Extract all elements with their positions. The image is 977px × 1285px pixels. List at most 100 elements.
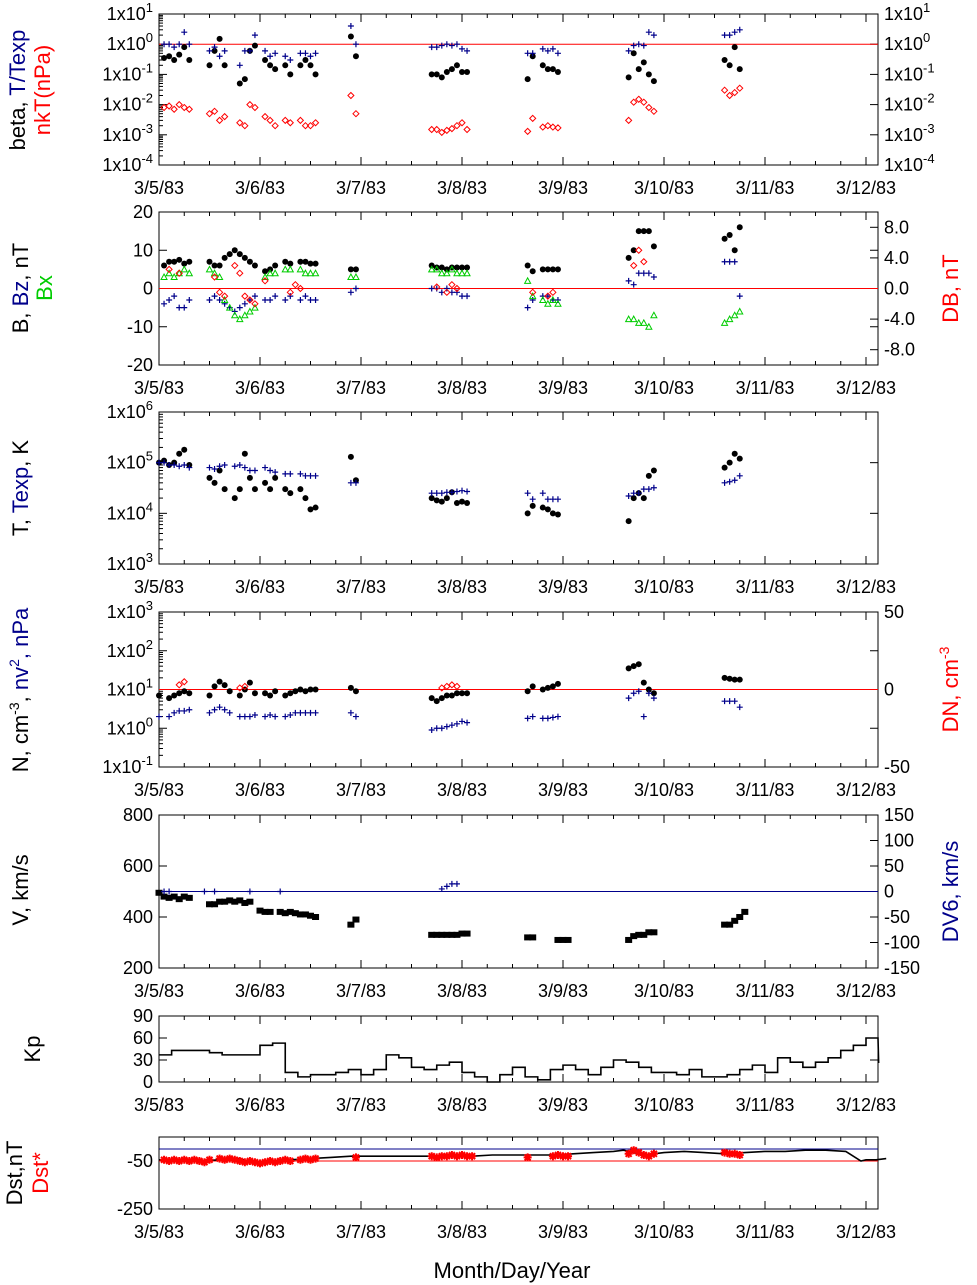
DB-point (231, 261, 239, 270)
T-point (433, 497, 440, 504)
T/Texp-point (241, 47, 248, 54)
x-tick-label: 3/9/83 (538, 1222, 588, 1242)
y-tick-label: -20 (127, 355, 153, 375)
x-tick-label: 3/6/83 (235, 1095, 285, 1115)
panel-velocity: 3/5/83 3/6/83 3/7/83 3/8/83 3/9/83 3/10/83 3/1… (123, 805, 920, 1001)
Dst*-point (351, 1153, 360, 1162)
T/Texp-point (524, 50, 531, 57)
T/Texp-point (549, 45, 556, 52)
T-point (544, 506, 551, 513)
Texp-point (645, 486, 652, 493)
y-tick-label: -10 (127, 317, 153, 337)
DN-point (448, 681, 456, 689)
Bz-point (640, 270, 647, 277)
y-tick-label: 30 (133, 1050, 153, 1070)
x-tick-label: 3/12/83 (836, 780, 896, 800)
Bz-point (625, 277, 632, 284)
Bz-point (216, 296, 223, 303)
Bx-point (165, 269, 173, 277)
T/Texp-point (246, 47, 253, 54)
Bx-point (634, 318, 643, 326)
Bx-point (160, 272, 168, 281)
beta-point (736, 66, 743, 73)
Dst*-point (629, 1146, 638, 1155)
N-point (464, 690, 471, 697)
nv2-point (352, 713, 359, 720)
V-point (630, 933, 638, 940)
Bz-point (736, 293, 743, 300)
T-point (267, 486, 274, 493)
B-point (726, 231, 733, 238)
T/Texp-point (211, 44, 218, 51)
T-point (216, 467, 223, 474)
B-point (221, 254, 228, 261)
nkT(nPa)-point (720, 86, 729, 94)
Dst*-point (190, 1155, 199, 1164)
series-DN (175, 678, 461, 692)
B-point (635, 228, 642, 235)
nv2-point (302, 709, 309, 716)
Texp-point (156, 459, 162, 466)
series-beta (161, 33, 743, 87)
Dst*-point (235, 1157, 244, 1165)
N-point (544, 684, 551, 691)
B-point (464, 264, 471, 271)
T-point (726, 459, 733, 466)
y-tick-label: 0 (143, 279, 153, 299)
series-Dst* (160, 1146, 744, 1168)
B-point (453, 264, 460, 271)
B-point (459, 264, 465, 271)
Texp-point (262, 464, 269, 471)
N-point (221, 682, 228, 689)
Bx-point (311, 269, 320, 277)
x-tick-label: 3/11/83 (736, 1222, 795, 1242)
Bx-point (246, 307, 254, 315)
nkT(nPa)-point (624, 116, 633, 125)
x-tick-label: 3/8/83 (437, 1222, 487, 1242)
Dst*-point (180, 1155, 189, 1164)
N-point (236, 692, 243, 699)
Texp-point (524, 490, 531, 497)
Texp-point (352, 479, 359, 486)
Texp-point (459, 487, 465, 494)
DV6-point (201, 888, 208, 895)
nv2-point (736, 704, 743, 711)
Dst*-point (175, 1157, 184, 1165)
right-y-tick-label: 1x10-4 (884, 151, 935, 175)
right-y-tick-label: 8.0 (884, 217, 909, 237)
T/Texp-point (161, 41, 168, 48)
B-point (312, 260, 319, 267)
beta-point (544, 66, 551, 73)
Bx-point (427, 265, 436, 273)
Texp-point (347, 479, 354, 486)
Bx-point (210, 269, 219, 277)
Texp-point (181, 461, 188, 468)
Texp-point (731, 477, 738, 484)
beta-point (438, 74, 445, 81)
B-point (438, 264, 445, 271)
nkT(nPa)-point (241, 122, 249, 130)
nkT(nPa)-point (347, 91, 355, 100)
T/Texp-point (529, 50, 536, 57)
beta-point (272, 66, 279, 73)
N-point (428, 695, 435, 702)
panel-temp: 3/5/83 3/6/83 3/7/83 3/8/83 3/9/83 3/10/83 3/1… (107, 398, 896, 597)
Bz-point (726, 258, 733, 265)
x-tick-label: 3/9/83 (538, 780, 588, 800)
nv2-point (544, 715, 551, 722)
B-point (171, 258, 178, 265)
DN-point (453, 682, 461, 691)
DB-point (175, 269, 183, 277)
Bx-point (230, 311, 239, 319)
N-point (640, 679, 647, 686)
x-tick-label: 3/11/83 (736, 1095, 795, 1115)
x-tick-label: 3/6/83 (235, 1222, 285, 1242)
Bz-point (171, 293, 178, 300)
y-tick-label: 1x10-2 (102, 91, 153, 115)
beta-point (282, 62, 289, 69)
x-tick-label: 3/10/83 (634, 981, 694, 1001)
V-point (453, 931, 461, 938)
Texp-point (433, 490, 440, 497)
Texp-point (453, 488, 460, 495)
nv2-point (443, 723, 450, 730)
